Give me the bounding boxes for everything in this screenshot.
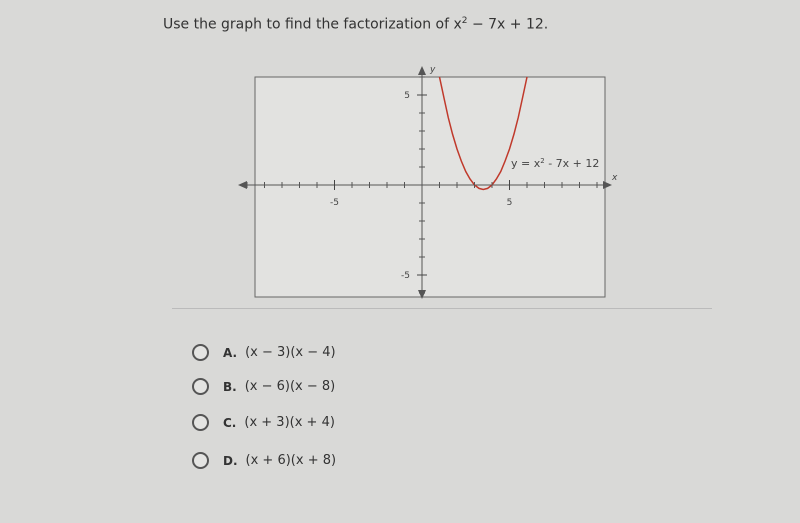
- graph-frame: [254, 76, 606, 298]
- radio-button[interactable]: [192, 344, 209, 361]
- x-tick-label: 5: [507, 198, 513, 208]
- choice: C. (x + 3)(x + 4): [192, 414, 335, 431]
- choice-letter: B.: [223, 379, 237, 394]
- graph: y x y = x2 - 7x + 12 -5 5 5 -5: [238, 65, 618, 299]
- question-text: Use the graph to find the factorization …: [163, 16, 462, 33]
- choice: A. (x − 3)(x − 4): [192, 344, 336, 361]
- question: Use the graph to find the factorization …: [163, 16, 548, 33]
- choice: D. (x + 6)(x + 8): [192, 452, 336, 469]
- x-axis-label: x: [611, 173, 618, 183]
- x-tick-label: -5: [330, 198, 339, 208]
- choice-letter: D.: [223, 453, 238, 468]
- choice-text: (x + 3)(x + 4): [244, 415, 335, 430]
- y-arrow: [418, 290, 426, 299]
- x-arrow: [603, 181, 612, 189]
- radio-button[interactable]: [192, 452, 209, 469]
- choice-letter: C.: [223, 415, 237, 430]
- curve-label-text: y = x: [511, 157, 541, 170]
- curve-label-text: - 7x + 12: [545, 157, 600, 170]
- y-tick-label: 5: [404, 91, 410, 101]
- curve-label-exponent: 2: [540, 157, 544, 165]
- choice-text: (x − 6)(x − 8): [244, 379, 336, 394]
- radio-button[interactable]: [192, 414, 209, 431]
- radio-button[interactable]: [192, 378, 209, 395]
- question-exponent: 2: [461, 16, 468, 26]
- y-arrow: [418, 66, 426, 75]
- choice: B. (x − 6)(x − 8): [192, 378, 335, 395]
- x-arrow: [238, 181, 247, 189]
- choice-text: (x − 3)(x − 4): [245, 345, 336, 360]
- divider: [172, 308, 712, 309]
- y-tick-label: -5: [401, 271, 410, 281]
- question-text: − 7x + 12.: [467, 16, 549, 33]
- y-axis-label: y: [429, 65, 436, 75]
- curve-label: y = x2 - 7x + 12: [511, 157, 599, 170]
- choice-text: (x + 6)(x + 8): [245, 453, 337, 468]
- curve-label-bg: [508, 156, 604, 171]
- choice-letter: A.: [223, 345, 238, 360]
- curve: [438, 76, 528, 191]
